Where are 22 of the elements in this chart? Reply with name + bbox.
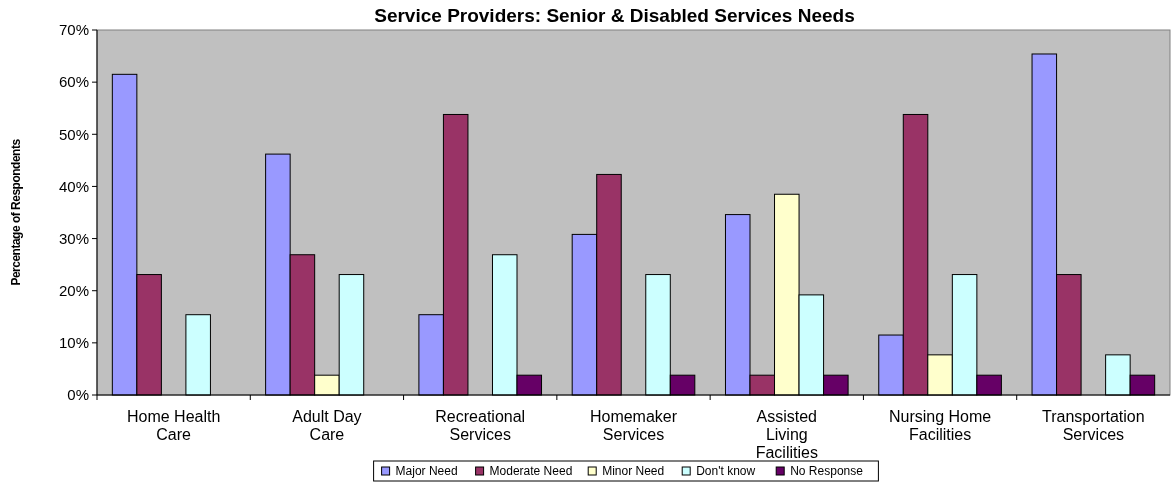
y-tick-label: 60% (58, 73, 89, 91)
legend-label: No Response (790, 464, 864, 479)
x-tick-label: Nursing Home Facilities (888, 408, 992, 443)
x-tick-label: Homemaker Services (589, 408, 678, 443)
legend-label: Don't know (696, 464, 756, 479)
x-tick-label: Home Health Care (126, 408, 221, 443)
y-tick-label: 30% (58, 229, 89, 247)
x-tick-label: Assisted Living Facilities (755, 408, 818, 461)
legend-label: Moderate Need (489, 464, 573, 479)
y-axis-title: Percentage of Respondents (9, 138, 23, 286)
x-tick-label: Recreational Services (435, 408, 526, 443)
y-tick-label: 0% (67, 386, 89, 404)
y-tick-label: 70% (58, 21, 89, 39)
chart-title: Service Providers: Senior & Disabled Services Needs (374, 5, 855, 26)
x-tick-label: Transportation Services (1042, 408, 1145, 443)
x-tick-label: Adult Day Care (292, 408, 362, 443)
legend-label: Minor Need (602, 464, 665, 479)
y-tick-label: 50% (58, 125, 89, 143)
legend-label: Major Need (395, 464, 458, 479)
y-tick-label: 20% (58, 281, 89, 299)
y-tick-label: 40% (58, 177, 89, 195)
y-tick-label: 10% (58, 334, 89, 352)
